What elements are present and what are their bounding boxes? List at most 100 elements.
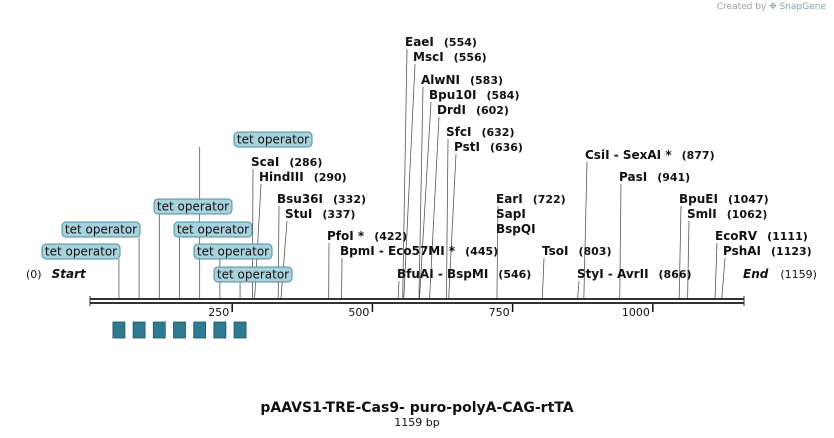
restriction-site-label[interactable]: Bsu36I (332) — [277, 192, 366, 206]
restriction-site-label[interactable]: SmlI (1062) — [687, 207, 767, 221]
feature-label-tet-operator[interactable]: tet operator — [173, 221, 253, 238]
site-name: CsiI - SexAI * — [585, 148, 672, 162]
site-name: HindIII — [259, 170, 304, 184]
ruler-tick-label: 750 — [489, 306, 510, 319]
restriction-site-label[interactable]: SapI — [496, 207, 526, 221]
restriction-site-label[interactable]: EcoRV (1111) — [715, 229, 808, 243]
site-leader-line — [687, 220, 690, 299]
feature-label-text: tet operator — [237, 133, 309, 147]
feature-label-box — [213, 266, 293, 283]
site-leader-line — [496, 205, 499, 299]
end-name: End — [743, 267, 769, 281]
feature-box[interactable] — [152, 321, 166, 339]
site-name: SmlI — [687, 207, 717, 221]
feature-label-text: tet operator — [217, 268, 289, 282]
restriction-site-label[interactable]: BfuAI - BspMI (546) — [397, 267, 531, 281]
site-position: (803) — [578, 245, 611, 258]
site-name: PshAI — [723, 244, 761, 258]
restriction-site-label[interactable]: PstI (636) — [454, 140, 523, 154]
feature-label-tet-operator[interactable]: tet operator — [153, 198, 233, 215]
feature-label-tet-operator[interactable]: tet operator — [193, 243, 273, 260]
restriction-site-label[interactable]: StuI (337) — [285, 207, 355, 221]
feature-label-box — [41, 243, 121, 260]
ruler-ticks: 250 500 750 1000 — [208, 304, 654, 319]
site-position: (337) — [322, 208, 355, 221]
feature-box[interactable] — [193, 321, 207, 339]
feature-box[interactable] — [213, 321, 227, 339]
ruler-tick-label: 250 — [208, 306, 229, 319]
site-name: EcoRV — [715, 229, 758, 243]
site-position: (546) — [498, 268, 531, 281]
restriction-site-label[interactable]: SfcI (632) — [446, 125, 514, 139]
site-position: (866) — [659, 268, 692, 281]
restriction-site-label[interactable]: EarI (722) — [496, 192, 566, 206]
site-name: StyI - AvrII — [577, 267, 649, 281]
sequence-track — [89, 296, 745, 306]
site-position: (445) — [465, 245, 498, 258]
feature-label-text: tet operator — [177, 223, 249, 237]
site-name: BspQI — [496, 222, 536, 236]
site-leader-lines — [251, 48, 726, 299]
restriction-site-label[interactable]: PfoI * (422) — [327, 229, 407, 243]
sequence-strand-bottom — [90, 302, 744, 304]
feature-label-tet-operator[interactable]: tet operator — [233, 131, 313, 148]
feature-label-box — [193, 243, 273, 260]
site-leader-line — [280, 220, 288, 299]
site-leader-line — [448, 153, 457, 299]
site-leader-line — [277, 205, 280, 299]
feature-box[interactable] — [233, 321, 247, 339]
feature-box[interactable] — [112, 321, 126, 339]
site-name: BpmI - Eco57MI * — [340, 244, 456, 258]
sequence-end-label: (0) Start — [26, 267, 87, 281]
site-position: (602) — [476, 104, 509, 117]
site-position: (1123) — [771, 245, 812, 258]
site-position: (583) — [470, 74, 503, 87]
restriction-site-label[interactable]: TsoI (803) — [542, 244, 611, 258]
sequence-length: 1159 bp — [394, 416, 439, 429]
restriction-site-label[interactable]: BpuEI (1047) — [679, 192, 769, 206]
feature-label-tet-operator[interactable]: tet operator — [61, 221, 141, 238]
end-position: (1159) — [780, 268, 817, 281]
site-position: (290) — [314, 171, 347, 184]
restriction-site-label[interactable]: EaeI (554) — [405, 35, 477, 49]
ruler-tick-label: 500 — [348, 306, 369, 319]
restriction-site-label[interactable]: StyI - AvrII (866) — [577, 267, 692, 281]
feature-label-text: tet operator — [45, 245, 117, 259]
site-position: (584) — [486, 89, 519, 102]
feature-label-box — [153, 198, 233, 215]
site-name: DrdI — [437, 103, 466, 117]
feature-boxes — [112, 321, 247, 339]
feature-label-tet-operator[interactable]: tet operator — [213, 266, 293, 283]
restriction-site-label[interactable]: PshAI (1123) — [723, 244, 812, 258]
site-leader-line — [419, 101, 432, 299]
feature-label-box — [173, 221, 253, 238]
site-position: (422) — [374, 230, 407, 243]
site-name: MscI — [413, 50, 444, 64]
restriction-site-label[interactable]: MscI (556) — [413, 50, 487, 64]
feature-label-text: tet operator — [65, 223, 137, 237]
feature-label-tet-operator[interactable]: tet operator — [41, 243, 121, 260]
end-position: (0) — [26, 268, 42, 281]
restriction-site-label[interactable]: PasI (941) — [619, 170, 690, 184]
site-leader-line — [619, 183, 622, 299]
restriction-site-label[interactable]: CsiI - SexAI * (877) — [585, 148, 715, 162]
restriction-site-label[interactable]: AlwNI (583) — [421, 73, 503, 87]
restriction-site-label[interactable]: Bpu10I (584) — [429, 88, 519, 102]
feature-box[interactable] — [173, 321, 186, 339]
restriction-site-label[interactable]: BpmI - Eco57MI * (445) — [340, 244, 498, 258]
site-name: BpuEI — [679, 192, 718, 206]
end-name: Start — [52, 267, 87, 281]
feature-box[interactable] — [132, 321, 146, 339]
site-leader-line — [446, 138, 449, 299]
restriction-site-label[interactable]: DrdI (602) — [437, 103, 509, 117]
restriction-site-label[interactable]: BspQI — [496, 222, 536, 236]
site-name: SfcI — [446, 125, 471, 139]
feature-labels: tet operator tet operator tet operator tet … — [41, 131, 313, 283]
site-leader-line — [583, 161, 588, 299]
site-name: EaeI — [405, 35, 434, 49]
restriction-site-label[interactable]: ScaI (286) — [251, 155, 322, 169]
restriction-site-label[interactable]: HindIII (290) — [259, 170, 347, 184]
site-name: PasI — [619, 170, 647, 184]
site-labels: EaeI (554)MscI (556) AlwNI (583)Bpu10I (584)D… — [26, 35, 817, 281]
